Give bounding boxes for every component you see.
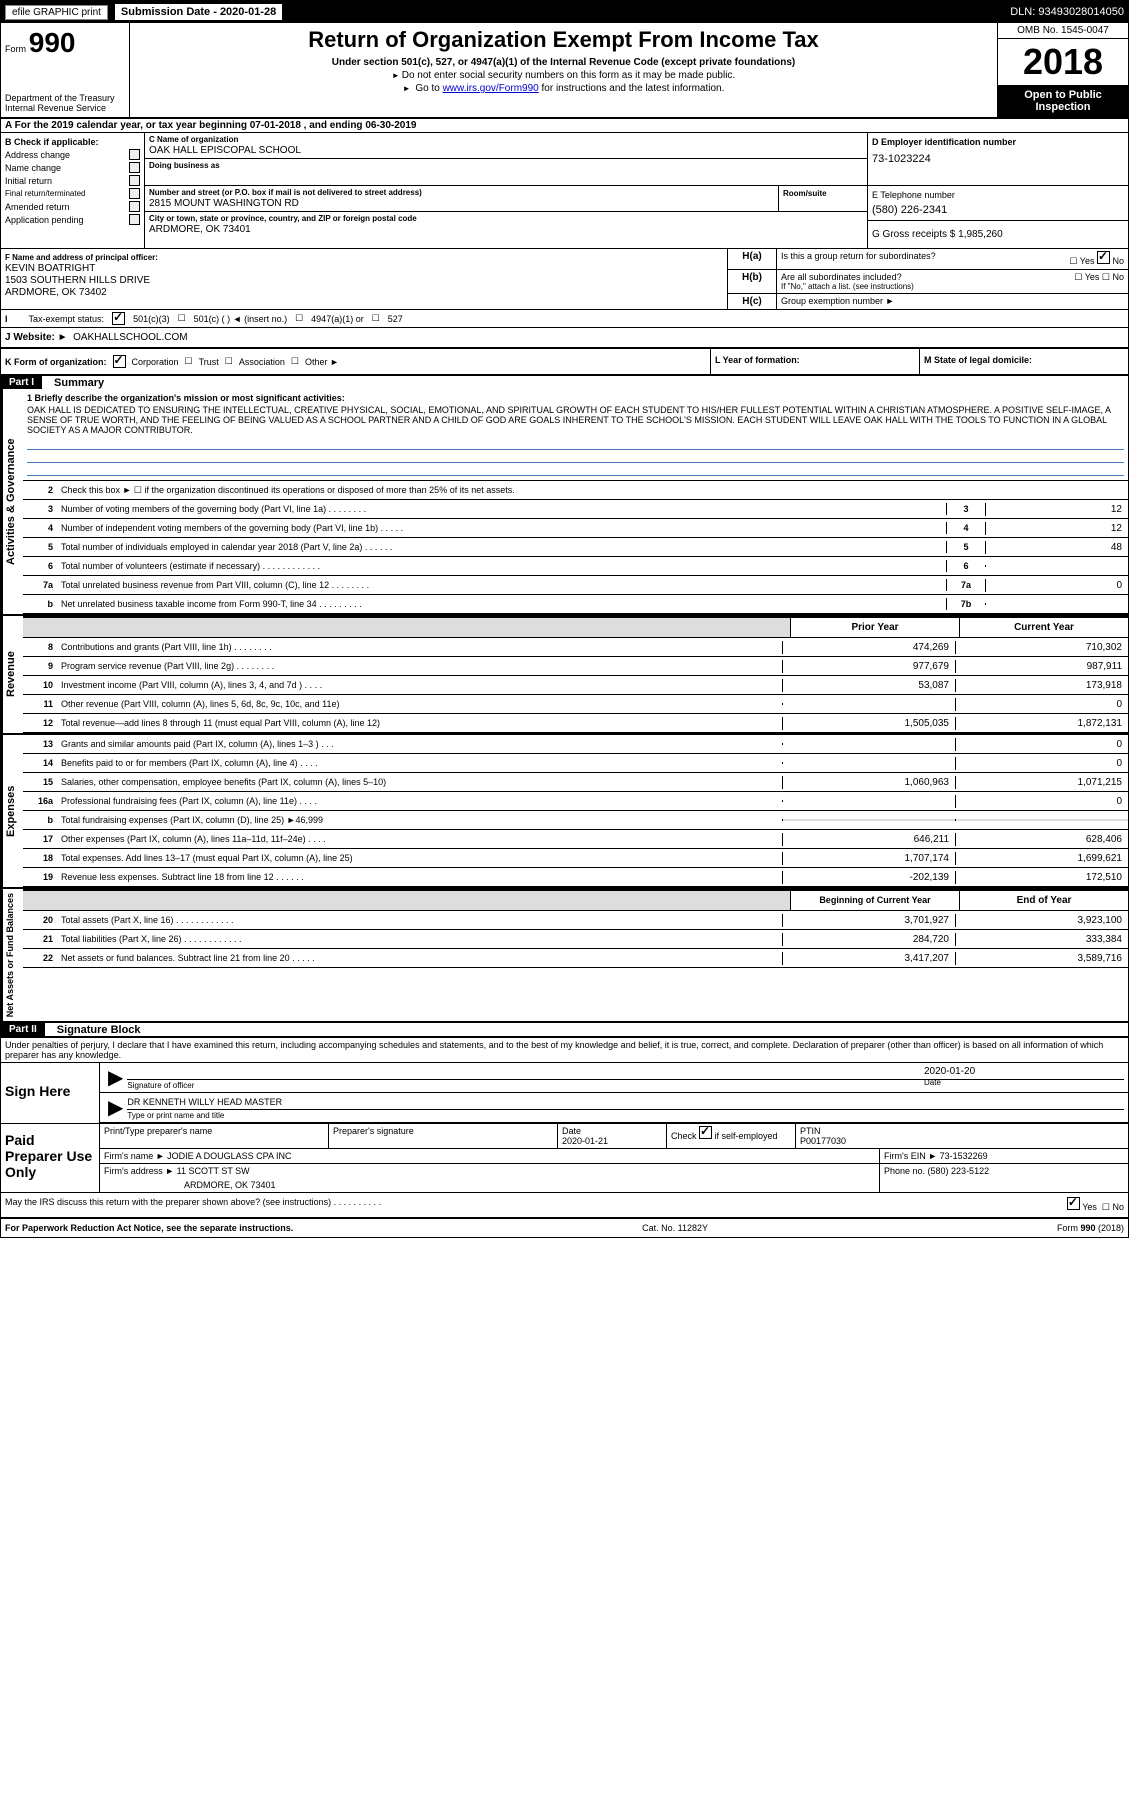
- website-row: J Website: ► OAKHALLSCHOOL.COM: [1, 328, 1128, 349]
- header-note1: Do not enter social security numbers on …: [138, 70, 989, 81]
- table-row: 7aTotal unrelated business revenue from …: [23, 576, 1128, 595]
- firm-phone: Phone no. (580) 223-5122: [880, 1164, 1128, 1192]
- side-net-assets: Net Assets or Fund Balances: [1, 889, 23, 1021]
- open-to-public: Open to Public Inspection: [998, 85, 1128, 117]
- cat-no: Cat. No. 11282Y: [642, 1223, 708, 1233]
- ein: 73-1023224: [872, 153, 1124, 165]
- table-row: 5Total number of individuals employed in…: [23, 538, 1128, 557]
- top-bar: efile GRAPHIC print Submission Date - 20…: [1, 1, 1128, 23]
- section-bcd: B Check if applicable: Address change Na…: [1, 133, 1128, 249]
- table-row: 16aProfessional fundraising fees (Part I…: [23, 792, 1128, 811]
- table-row: 15Salaries, other compensation, employee…: [23, 773, 1128, 792]
- ptin: P00177030: [800, 1136, 1124, 1146]
- city-state-zip: ARDMORE, OK 73401: [149, 224, 863, 235]
- table-row: 11Other revenue (Part VIII, column (A), …: [23, 695, 1128, 714]
- firm-name: JODIE A DOUGLASS CPA INC: [167, 1151, 291, 1161]
- check-final-return[interactable]: Final return/terminated: [5, 188, 140, 199]
- table-row: 8Contributions and grants (Part VIII, li…: [23, 638, 1128, 657]
- table-row: 9Program service revenue (Part VIII, lin…: [23, 657, 1128, 676]
- form-prefix: Form: [5, 44, 26, 54]
- table-row: 3Number of voting members of the governi…: [23, 500, 1128, 519]
- irs-link[interactable]: www.irs.gov/Form990: [443, 83, 539, 94]
- table-row: 17Other expenses (Part IX, column (A), l…: [23, 830, 1128, 849]
- dln: DLN: 93493028014050: [1010, 6, 1124, 18]
- tax-year: 2018: [998, 39, 1128, 85]
- dept: Department of the Treasury: [5, 93, 125, 103]
- omb-number: OMB No. 1545-0047: [998, 23, 1128, 39]
- table-row: 20Total assets (Part X, line 16) . . . .…: [23, 911, 1128, 930]
- paperwork-notice: For Paperwork Reduction Act Notice, see …: [5, 1223, 293, 1233]
- form-title: Return of Organization Exempt From Incom…: [138, 27, 989, 53]
- check-amended[interactable]: Amended return: [5, 201, 140, 212]
- signature-arrow-icon: ▶: [104, 1065, 127, 1090]
- section-fh: F Name and address of principal officer:…: [1, 249, 1128, 310]
- table-row: 21Total liabilities (Part X, line 26) . …: [23, 930, 1128, 949]
- table-row: bTotal fundraising expenses (Part IX, co…: [23, 811, 1128, 830]
- header-note2: Go to www.irs.gov/Form990 for instructio…: [138, 83, 989, 94]
- table-row: 18Total expenses. Add lines 13–17 (must …: [23, 849, 1128, 868]
- part-i-header: Part I Summary: [1, 375, 1128, 389]
- officer-typed-name: DR KENNETH WILLY HEAD MASTER: [127, 1095, 1124, 1110]
- website-url: OAKHALLSCHOOL.COM: [73, 332, 187, 343]
- table-row: 6Total number of volunteers (estimate if…: [23, 557, 1128, 576]
- table-row: 13Grants and similar amounts paid (Part …: [23, 735, 1128, 754]
- form-header: Form 990 Department of the Treasury Inte…: [1, 23, 1128, 119]
- perjury-declaration: Under penalties of perjury, I declare th…: [1, 1038, 1128, 1062]
- mission-text: OAK HALL IS DEDICATED TO ENSURING THE IN…: [27, 403, 1124, 437]
- check-initial-return[interactable]: Initial return: [5, 175, 140, 186]
- tax-exempt-row: I Tax-exempt status: 501(c)(3) ☐501(c) (…: [1, 310, 1128, 328]
- k-row: K Form of organization: Corporation ☐ Tr…: [1, 349, 1128, 375]
- firm-ein: 73-1532269: [940, 1151, 988, 1161]
- table-row: 4Number of independent voting members of…: [23, 519, 1128, 538]
- table-row: 19Revenue less expenses. Subtract line 1…: [23, 868, 1128, 887]
- row-a-tax-year: A For the 2019 calendar year, or tax yea…: [1, 119, 1128, 133]
- efile-print-button[interactable]: efile GRAPHIC print: [5, 5, 108, 20]
- table-row: 12Total revenue—add lines 8 through 11 (…: [23, 714, 1128, 733]
- check-address-change[interactable]: Address change: [5, 149, 140, 160]
- side-expenses: Expenses: [1, 735, 23, 887]
- table-row: 14Benefits paid to or for members (Part …: [23, 754, 1128, 773]
- table-row: bNet unrelated business taxable income f…: [23, 595, 1128, 614]
- table-row: 22Net assets or fund balances. Subtract …: [23, 949, 1128, 968]
- street-address: 2815 MOUNT WASHINGTON RD: [149, 198, 774, 209]
- form-footer: Form 990 (2018): [1057, 1223, 1124, 1233]
- part-ii-header: Part II Signature Block: [1, 1021, 1128, 1036]
- officer-name: KEVIN BOATRIGHT: [5, 263, 723, 274]
- telephone: (580) 226-2341: [872, 204, 1124, 216]
- side-revenue: Revenue: [1, 616, 23, 733]
- table-row: 10Investment income (Part VIII, column (…: [23, 676, 1128, 695]
- signature-arrow-icon: ▶: [104, 1095, 127, 1120]
- check-501c3[interactable]: [112, 312, 125, 325]
- submission-date: Submission Date - 2020-01-28: [114, 3, 283, 21]
- gross-receipts: G Gross receipts $ 1,985,260: [868, 221, 1128, 248]
- irs: Internal Revenue Service: [5, 103, 125, 113]
- check-pending[interactable]: Application pending: [5, 214, 140, 225]
- side-governance: Activities & Governance: [1, 389, 23, 614]
- org-name: OAK HALL EPISCOPAL SCHOOL: [149, 145, 863, 156]
- form-number: 990: [29, 27, 76, 58]
- form-subtitle: Under section 501(c), 527, or 4947(a)(1)…: [138, 57, 989, 68]
- check-name-change[interactable]: Name change: [5, 162, 140, 173]
